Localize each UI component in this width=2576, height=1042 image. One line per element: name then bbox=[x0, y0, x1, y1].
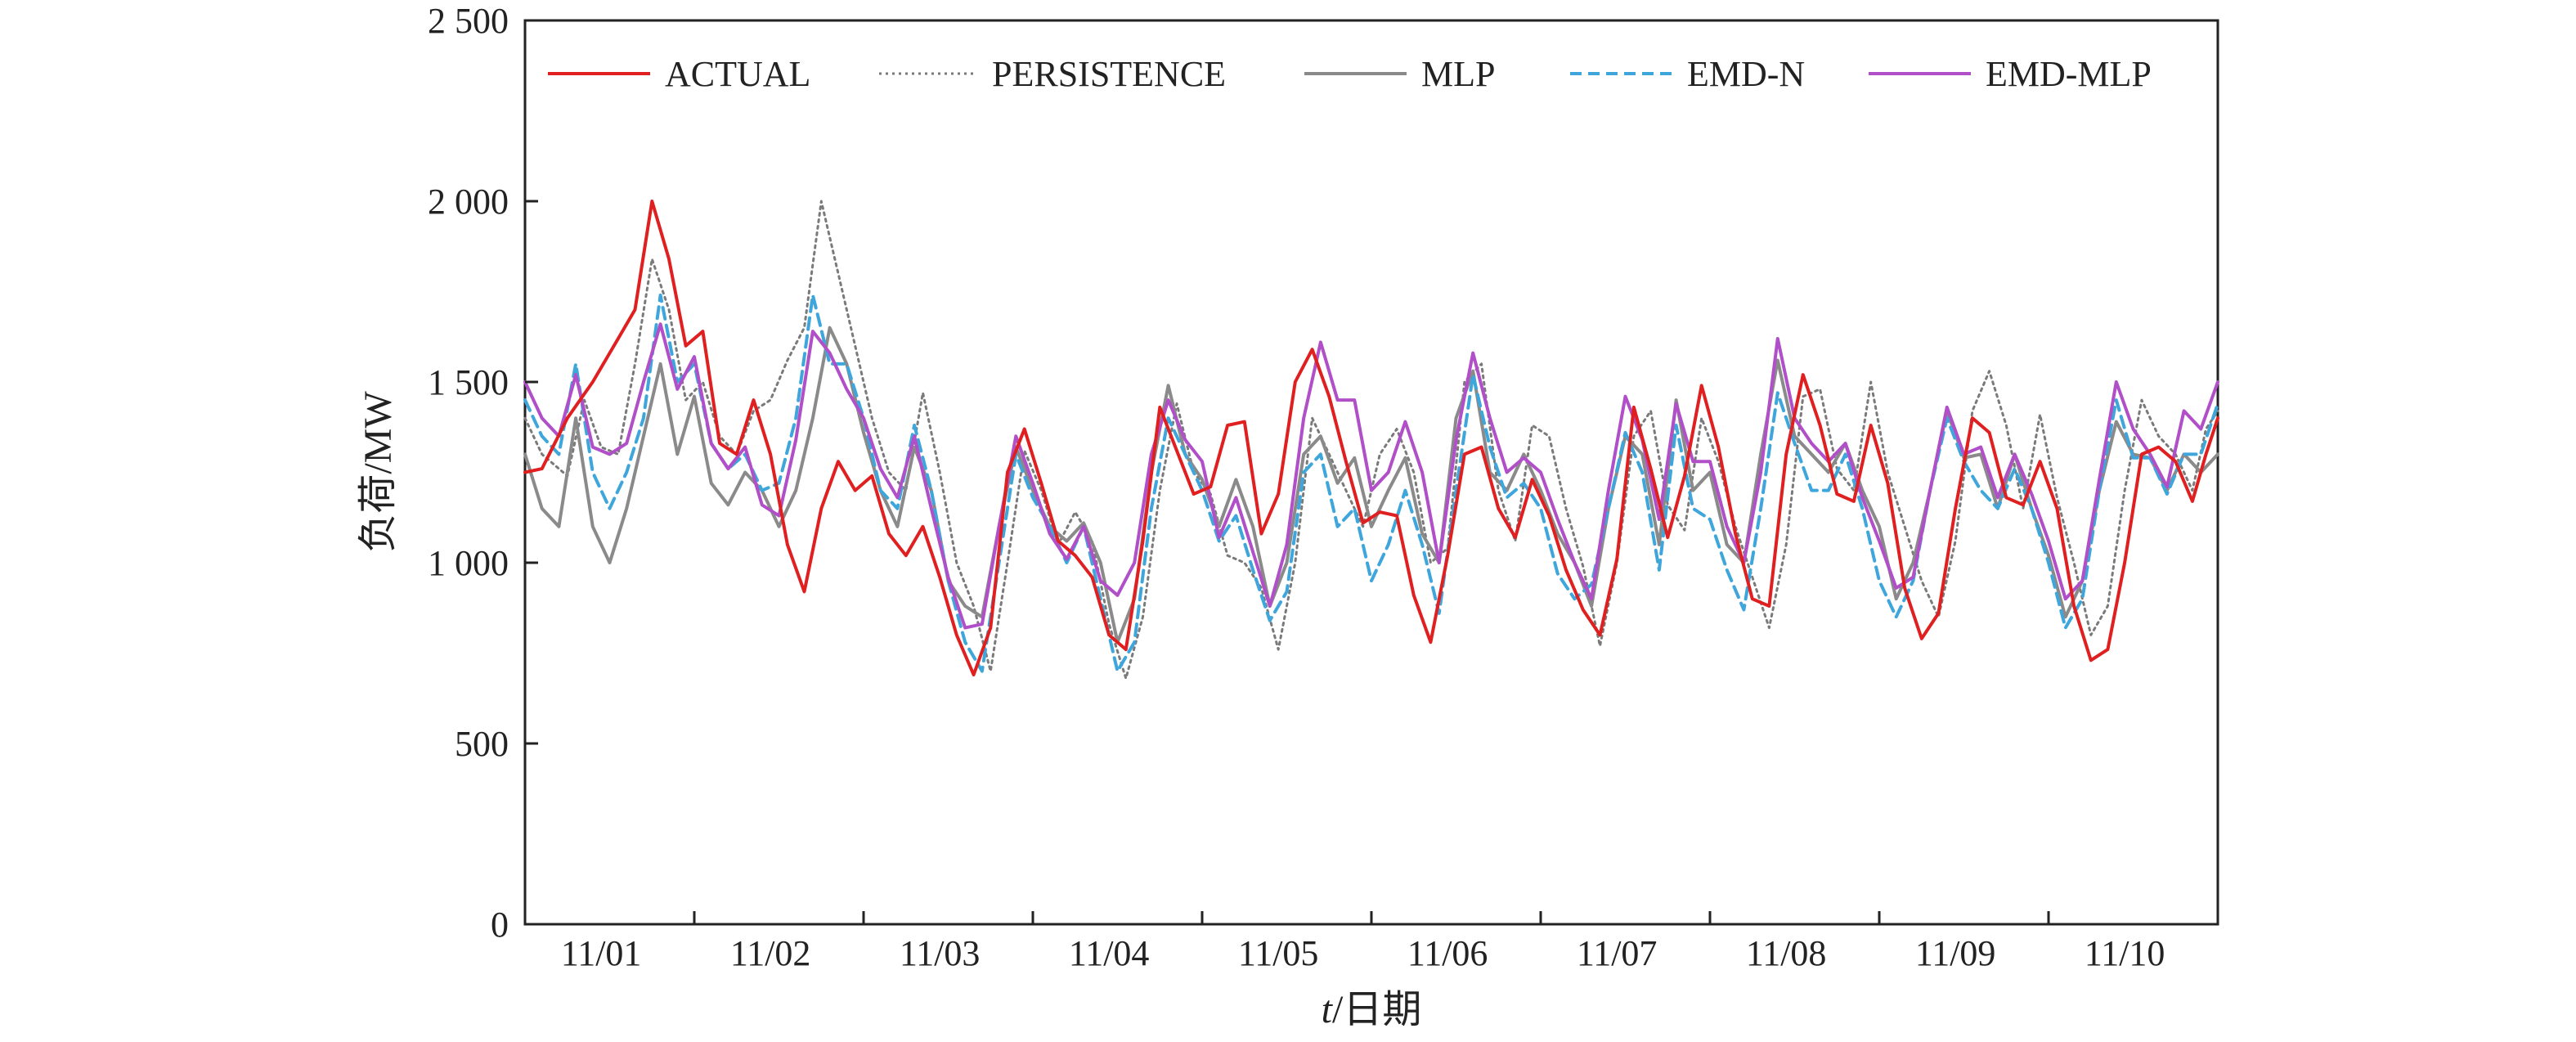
x-axis: 11/01 11/02 11/03 11/04 11/05 11/06 11/07 11/08… bbox=[561, 911, 2165, 973]
x-tick-label: 11/07 bbox=[1577, 933, 1658, 973]
legend-label-mlp: MLP bbox=[1421, 54, 1495, 94]
plot-area bbox=[523, 200, 2219, 680]
legend: ACTUAL PERSISTENCE MLP EMD-N EMD-MLP bbox=[548, 54, 2152, 94]
x-tick-label: 11/05 bbox=[1238, 933, 1319, 973]
y-tick-label: 1 500 bbox=[428, 362, 509, 402]
x-tick-label: 11/01 bbox=[561, 933, 642, 973]
y-tick-label: 2 000 bbox=[428, 182, 509, 222]
legend-label-actual: ACTUAL bbox=[665, 54, 810, 94]
x-axis-title-rest: /日期 bbox=[1332, 988, 1421, 1031]
x-axis-title-italic: t bbox=[1322, 988, 1334, 1031]
y-axis-title: 负荷/MW bbox=[357, 391, 400, 553]
x-tick-label: 11/03 bbox=[900, 933, 981, 973]
y-axis: 0 500 1 000 1 500 2 000 2 500 bbox=[428, 1, 538, 945]
y-tick-label: 1 000 bbox=[428, 543, 509, 583]
series-line-persistence bbox=[523, 200, 2219, 680]
x-tick-label: 11/06 bbox=[1407, 933, 1488, 973]
legend-label-emd-n: EMD-N bbox=[1687, 54, 1805, 94]
x-axis-title: t/日期 bbox=[1322, 988, 1422, 1031]
y-tick-label: 500 bbox=[455, 724, 509, 764]
x-tick-label: 11/10 bbox=[2085, 933, 2165, 973]
y-tick-label: 0 bbox=[491, 905, 509, 945]
x-tick-label: 11/08 bbox=[1746, 933, 1827, 973]
x-tick-label: 11/02 bbox=[730, 933, 811, 973]
y-tick-label: 2 500 bbox=[428, 1, 509, 41]
legend-label-emd-mlp: EMD-MLP bbox=[1986, 54, 2152, 94]
x-tick-label: 11/04 bbox=[1069, 933, 1150, 973]
x-tick-label: 11/09 bbox=[1915, 933, 1996, 973]
series-line-actual bbox=[523, 200, 2219, 676]
legend-label-persistence: PERSISTENCE bbox=[992, 54, 1226, 94]
series-line-emd-mlp bbox=[523, 322, 2219, 630]
